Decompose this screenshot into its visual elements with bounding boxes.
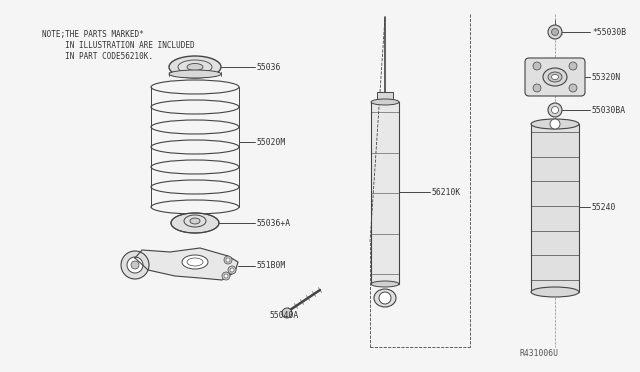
- Text: 551B0M: 551B0M: [257, 262, 286, 270]
- Circle shape: [230, 268, 234, 272]
- Text: 55036: 55036: [257, 62, 282, 71]
- Circle shape: [533, 84, 541, 92]
- Polygon shape: [135, 248, 238, 280]
- Text: 55020M: 55020M: [257, 138, 286, 147]
- Ellipse shape: [531, 287, 579, 297]
- Circle shape: [552, 106, 559, 113]
- Text: R431006U: R431006U: [520, 350, 559, 359]
- Bar: [371, 102, 399, 284]
- Circle shape: [226, 258, 230, 262]
- Circle shape: [552, 29, 559, 35]
- Ellipse shape: [374, 289, 396, 307]
- Ellipse shape: [190, 218, 200, 224]
- Circle shape: [222, 272, 230, 280]
- Ellipse shape: [182, 255, 208, 269]
- Ellipse shape: [169, 70, 221, 78]
- Circle shape: [131, 261, 139, 269]
- Text: 55240: 55240: [592, 202, 616, 212]
- Circle shape: [224, 256, 232, 264]
- Ellipse shape: [187, 64, 203, 71]
- Circle shape: [548, 25, 562, 39]
- Circle shape: [569, 62, 577, 70]
- Text: 55030BA: 55030BA: [592, 106, 626, 115]
- Text: IN ILLUSTRATION ARE INCLUDED: IN ILLUSTRATION ARE INCLUDED: [42, 41, 195, 50]
- Circle shape: [127, 257, 143, 273]
- Text: 55036+A: 55036+A: [257, 218, 291, 228]
- Circle shape: [224, 274, 228, 278]
- Text: *55030B: *55030B: [592, 28, 626, 36]
- Circle shape: [550, 119, 560, 129]
- Text: NOTE;THE PARTS MARKED*: NOTE;THE PARTS MARKED*: [42, 30, 144, 39]
- Circle shape: [379, 292, 391, 304]
- Ellipse shape: [552, 74, 559, 80]
- Text: 55320N: 55320N: [592, 73, 621, 81]
- Circle shape: [282, 308, 292, 318]
- Circle shape: [228, 266, 236, 274]
- Text: IN PART CODE56210K.: IN PART CODE56210K.: [42, 52, 153, 61]
- Circle shape: [548, 103, 562, 117]
- Bar: [531, 124, 579, 292]
- Circle shape: [121, 251, 149, 279]
- Circle shape: [533, 62, 541, 70]
- Ellipse shape: [169, 56, 221, 78]
- Text: 55040A: 55040A: [270, 311, 300, 320]
- Circle shape: [569, 84, 577, 92]
- Ellipse shape: [371, 99, 399, 105]
- Ellipse shape: [531, 119, 579, 129]
- Ellipse shape: [171, 213, 219, 233]
- Bar: [377, 92, 393, 100]
- FancyBboxPatch shape: [525, 58, 585, 96]
- Ellipse shape: [548, 72, 562, 82]
- Ellipse shape: [371, 281, 399, 287]
- Text: 56210K: 56210K: [432, 187, 461, 196]
- Ellipse shape: [543, 68, 567, 86]
